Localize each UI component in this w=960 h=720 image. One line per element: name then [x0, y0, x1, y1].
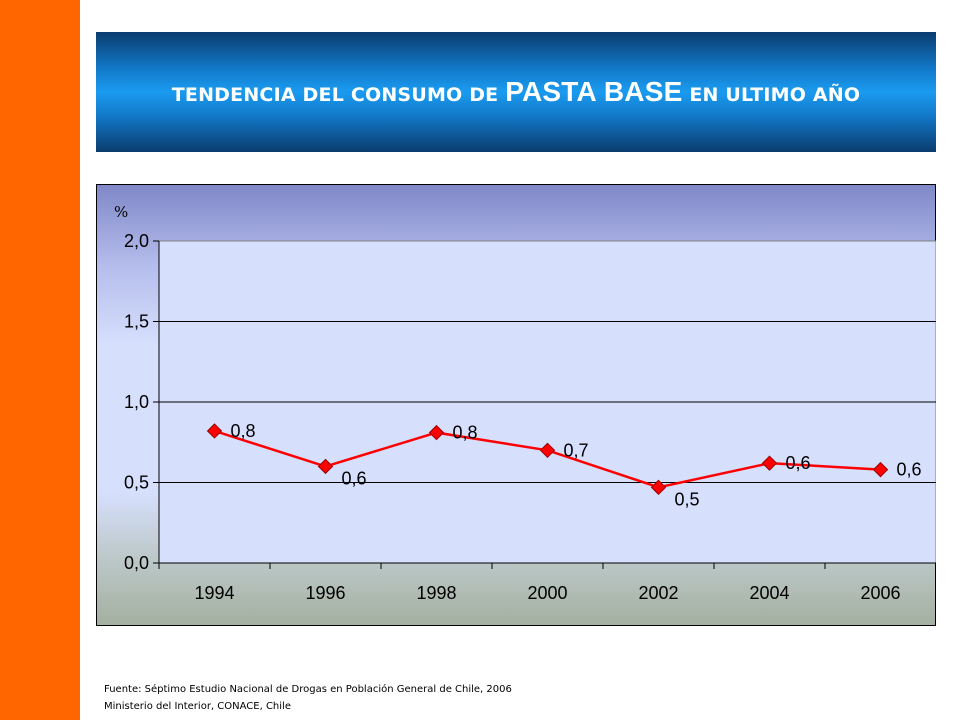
x-tick-label: 1996 [305, 583, 345, 603]
data-point-marker [317, 458, 334, 475]
y-unit-label: % [114, 203, 128, 221]
data-point-marker [650, 479, 667, 496]
data-label: 0,8 [231, 421, 256, 441]
x-tick-label: 1994 [194, 583, 234, 603]
x-tick-label: 2000 [527, 583, 567, 603]
x-tick-label: 2004 [749, 583, 789, 603]
data-point-marker [428, 424, 445, 441]
data-label: 0,6 [897, 460, 922, 480]
x-tick-label: 2006 [860, 583, 900, 603]
x-tick-label: 2002 [638, 583, 678, 603]
data-label: 0,7 [564, 440, 589, 460]
y-tick-label: 0,0 [124, 553, 149, 573]
data-label: 0,5 [675, 489, 700, 509]
title-prefix: TENDENCIA DEL CONSUMO DE [171, 84, 499, 106]
title-suffix: EN ULTIMO AÑO [689, 84, 861, 106]
y-tick-label: 1,0 [124, 392, 149, 412]
line-chart: 2,0 1,5 1,0 0,5 0,0 1994 1996 1998 2000 2002 2004 2… [114, 203, 936, 603]
page-title: TENDENCIA DEL CONSUMO DE PASTA BASE EN U… [172, 76, 861, 108]
title-highlight: PASTA BASE [505, 76, 683, 107]
data-label: 0,6 [786, 453, 811, 473]
source-line-2: Ministerio del Interior, CONACE, Chile [104, 701, 291, 712]
data-point-marker [539, 442, 556, 459]
source-line-1: Fuente: Séptimo Estudio Nacional de Drog… [104, 684, 512, 695]
y-tick-label: 1,5 [124, 312, 149, 332]
orange-side-bar [0, 0, 80, 720]
y-tick-label: 2,0 [124, 231, 149, 251]
y-tick-label: 0,5 [124, 473, 149, 493]
data-point-marker [206, 423, 223, 439]
data-label: 0,8 [453, 423, 478, 443]
data-point-marker [872, 461, 889, 478]
data-label: 0,6 [342, 468, 367, 488]
x-tick-label: 1998 [416, 583, 456, 603]
title-banner: TENDENCIA DEL CONSUMO DE PASTA BASE EN U… [96, 32, 936, 152]
data-point-marker [761, 455, 778, 471]
